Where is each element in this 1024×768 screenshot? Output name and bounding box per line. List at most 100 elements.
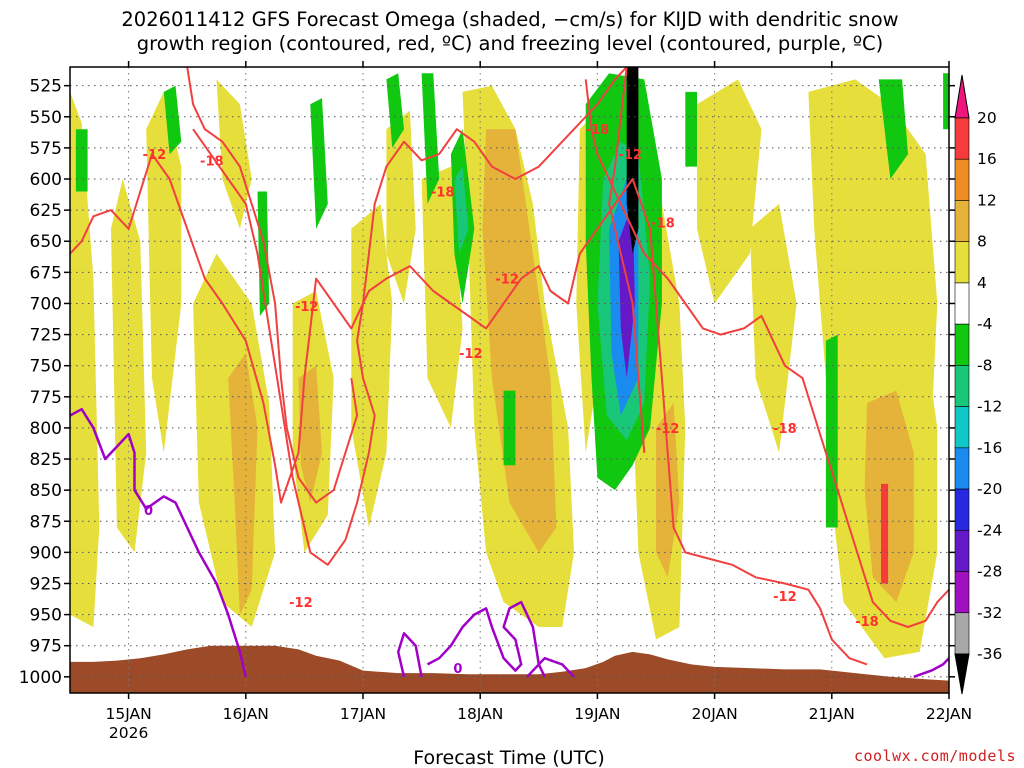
- omega-region-8: [351, 203, 393, 528]
- terrain-layer: [70, 645, 949, 693]
- colorbar-tick-label-8: 8: [977, 233, 987, 251]
- colorbar-tick-label--8: -8: [977, 356, 992, 374]
- colorbar: 20 16 12 8 4 -4 -8 -12 -16 -20 -24 -28 -32 -36: [954, 74, 1002, 695]
- omega-region-2: [146, 91, 182, 453]
- omega-region-21: [881, 483, 889, 584]
- dendritic-label-0: -12: [143, 148, 167, 163]
- credit-text: coolwx.com/models: [854, 747, 1016, 765]
- omega-region-4: [216, 79, 252, 229]
- omega-region-5: [228, 353, 258, 615]
- colorbar-bin--12: [954, 365, 970, 407]
- y-tick-label-725: 725: [30, 326, 62, 346]
- omega-region-20: [864, 390, 914, 603]
- colorbar-tick-label-4: 4: [977, 274, 987, 292]
- dendritic-contour-1: [192, 67, 628, 566]
- x-tick-label-20: 20JAN: [691, 705, 737, 723]
- dendritic-label-6: -12: [459, 347, 483, 362]
- colorbar-bottom-triangle: [954, 653, 970, 695]
- omega-region-34: [626, 67, 639, 254]
- omega-region-9: [386, 110, 416, 304]
- colorbar-tick-label-16: 16: [977, 150, 997, 168]
- colorbar-bin--24: [954, 488, 970, 531]
- colorbar-bin-4: [954, 241, 970, 284]
- y-tick-label-750: 750: [30, 357, 62, 377]
- colorbar-bin--28: [954, 530, 970, 572]
- omega-region-17: [749, 203, 797, 453]
- y-tick-label-650: 650: [30, 232, 62, 252]
- y-tick-label-575: 575: [30, 139, 62, 159]
- freezing-contour-1: [426, 600, 546, 678]
- y-tick-label-675: 675: [30, 263, 62, 283]
- y-tick-label-775: 775: [30, 388, 62, 408]
- omega-region-38: [878, 79, 908, 179]
- dendritic-label-3: -12: [289, 596, 313, 611]
- x-tick-label-21: 21JAN: [809, 705, 855, 723]
- omega-region-7: [298, 365, 322, 503]
- colorbar-bin--32: [954, 571, 970, 614]
- freezing-contour-2: [526, 656, 575, 678]
- omega-region-26: [386, 73, 404, 148]
- omega-region-23: [163, 85, 182, 155]
- freezing-label-1: 0: [453, 662, 462, 677]
- plot-area: -12 -18-12-12-18-12-12-18-12-18-12 -18-12-…: [70, 67, 949, 693]
- y-tick-label-975: 975: [30, 637, 62, 657]
- y-tick-label-875: 875: [30, 512, 62, 532]
- x-axis-label: Forecast Time (UTC): [413, 747, 604, 768]
- dendritic-contour-0: [70, 153, 868, 666]
- colorbar-bin-8: [954, 200, 970, 242]
- y-tick-label-800: 800: [30, 419, 62, 439]
- omega-region-0: [70, 91, 100, 627]
- dendritic-label-12: -12: [773, 590, 797, 605]
- omega-region-36: [685, 91, 697, 167]
- y-tick-label-900: 900: [30, 543, 62, 563]
- y-tick-label-700: 700: [30, 294, 62, 314]
- terrain-fill: [70, 645, 949, 693]
- freezing-label-0: 0: [144, 504, 153, 519]
- dendritic-label-1: -18: [200, 154, 224, 169]
- colorbar-tick-label--4: -4: [977, 315, 992, 333]
- dendritic-label-7: -18: [586, 123, 610, 138]
- dendritic-label-9: -18: [651, 217, 675, 232]
- y-tick-label-550: 550: [30, 108, 62, 128]
- freezing-contour-layer: [70, 407, 949, 678]
- colorbar-top-triangle: [954, 74, 970, 119]
- colorbar-tick-label-20: 20: [977, 109, 997, 127]
- x-tick-label-17: 17JAN: [340, 705, 386, 723]
- y-tick-label-625: 625: [30, 201, 62, 221]
- y-tick-label-950: 950: [30, 606, 62, 626]
- omega-region-16: [697, 79, 762, 304]
- omega-region-25: [310, 98, 328, 229]
- x-tick-label-22: 22JAN: [926, 705, 972, 723]
- colorbar-tick-label--20: -20: [977, 480, 1002, 498]
- chart-title-line-2: growth region (contoured, red, ºC) and f…: [137, 32, 884, 55]
- y-tick-label-825: 825: [30, 450, 62, 470]
- freezing-contour-4: [913, 657, 949, 678]
- dendritic-label-2: -12: [295, 300, 319, 315]
- x-tick-label-16: 16JAN: [223, 705, 269, 723]
- omega-region-39: [943, 73, 949, 130]
- dendritic-label-8: -12: [618, 148, 642, 163]
- colorbar-tick-label--12: -12: [977, 398, 1002, 416]
- colorbar-tick-label--32: -32: [977, 604, 1002, 622]
- omega-region-24: [257, 191, 270, 316]
- y-axis: 525 550 575 600 625 650 675 700 725 750 775 800 825 8…: [19, 77, 955, 688]
- y-tick-label-600: 600: [30, 170, 62, 190]
- dendritic-contour-3: [584, 79, 949, 628]
- x-tick-label-19: 19JAN: [574, 705, 620, 723]
- chart-title-line-1: 2026011412 GFS Forecast Omega (shaded, −…: [121, 8, 898, 31]
- dendritic-label-10: -12: [656, 422, 680, 437]
- x-tick-sublabel-15: 2026: [109, 724, 148, 742]
- omega-region-37: [825, 334, 838, 528]
- omega-region-35: [503, 390, 516, 466]
- plot-frame: [69, 66, 950, 694]
- colorbar-bin--16: [954, 406, 970, 449]
- grid-layer: [70, 67, 949, 693]
- omega-region-15: [656, 403, 680, 578]
- colorbar-bin--20: [954, 447, 970, 490]
- dendritic-contour-layer: [70, 67, 949, 666]
- colorbar-bin--4: [954, 282, 970, 325]
- colorbar-bin--36: [954, 612, 970, 655]
- y-tick-label-850: 850: [30, 481, 62, 501]
